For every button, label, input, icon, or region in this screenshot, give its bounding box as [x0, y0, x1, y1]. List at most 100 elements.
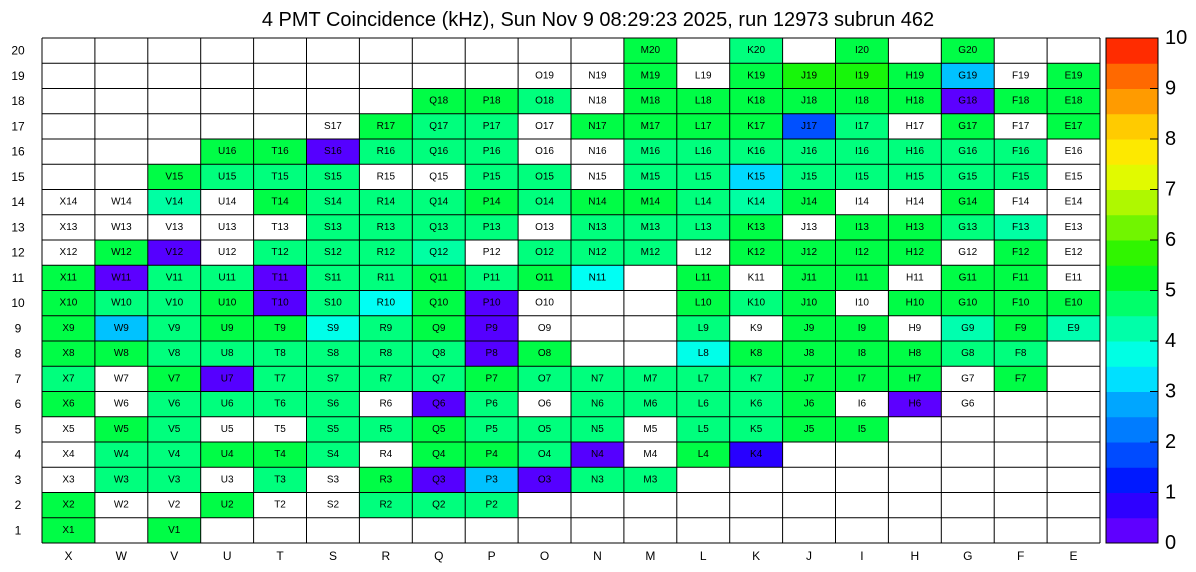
cell-label-F10: F10	[1012, 298, 1030, 309]
heatmap-cell-R11	[359, 265, 413, 291]
heatmap-cell-L18	[676, 88, 730, 114]
heatmap-cell-U6	[200, 391, 254, 417]
cell-label-J5: J5	[804, 424, 815, 435]
heatmap-cell-J17	[782, 113, 836, 139]
y-tick-label-15: 15	[11, 170, 25, 184]
x-tick-label-H: H	[911, 549, 920, 563]
cell-label-H7: H7	[908, 373, 921, 384]
cell-label-L4: L4	[698, 449, 710, 460]
cell-label-X2: X2	[62, 500, 75, 511]
heatmap-cell-X13	[42, 214, 95, 240]
heatmap-cell-I5	[835, 416, 889, 442]
heatmap-cell-O15	[518, 164, 571, 190]
cell-label-M17: M17	[641, 121, 661, 132]
cell-label-G7: G7	[961, 373, 975, 384]
cell-label-L10: L10	[695, 298, 712, 309]
heatmap-cell-G15	[941, 164, 995, 190]
cell-label-V11: V11	[166, 272, 183, 283]
heatmap-cell-O16	[518, 139, 571, 165]
cell-label-T7: T7	[274, 373, 286, 384]
heatmap-cell-S10	[306, 290, 360, 316]
heatmap-cell-Q12	[412, 240, 466, 266]
cell-label-M6: M6	[643, 399, 657, 410]
colorbar-segment	[1106, 341, 1158, 367]
heatmap-cell-K10	[729, 290, 783, 316]
colorbar-segment	[1106, 88, 1158, 115]
cell-label-I7: I7	[858, 373, 867, 384]
heatmap-cell-N15	[571, 164, 624, 190]
y-tick-label-7: 7	[15, 372, 22, 386]
heatmap-cell-M6	[623, 391, 677, 417]
heatmap-cell-K8	[729, 341, 783, 367]
heatmap-cell-X6	[42, 391, 95, 417]
cell-label-S3: S3	[327, 474, 340, 485]
heatmap-cell-G11	[941, 265, 995, 291]
cell-label-J19: J19	[801, 70, 818, 81]
heatmap-cell-Q15	[412, 164, 466, 190]
cell-label-L18: L18	[695, 96, 712, 107]
cell-label-V7: V7	[168, 373, 181, 384]
cell-label-G13: G13	[958, 222, 977, 233]
heatmap-cell-Q3	[412, 467, 466, 493]
cell-label-G18: G18	[958, 96, 977, 107]
heatmap-cell-H15	[888, 164, 942, 190]
heatmap-cell-H11	[888, 265, 942, 291]
y-tick-label-1: 1	[15, 523, 22, 537]
heatmap-cell-R14	[359, 189, 413, 215]
x-tick-label-F: F	[1017, 549, 1024, 563]
heatmap-cell-P17	[465, 113, 519, 139]
colorbar-segment	[1106, 442, 1158, 468]
heatmap-cell-O18	[518, 88, 571, 114]
heatmap-cell-V4	[147, 442, 201, 468]
y-tick-label-12: 12	[11, 246, 25, 260]
heatmap-cell-J6	[782, 391, 836, 417]
cell-label-R3: R3	[379, 474, 392, 485]
heatmap-cell-S15	[306, 164, 360, 190]
cell-label-K10: K10	[747, 298, 765, 309]
heatmap-cell-J7	[782, 366, 836, 392]
heatmap-cell-T10	[253, 290, 307, 316]
cell-label-U16: U16	[218, 146, 237, 157]
heatmap-cell-Q14	[412, 189, 466, 215]
heatmap-cell-X7	[42, 366, 95, 392]
heatmap-cell-X4	[42, 442, 95, 468]
cell-label-P17: P17	[483, 121, 501, 132]
cell-label-Q3: Q3	[432, 474, 446, 485]
cell-label-L7: L7	[698, 373, 710, 384]
heatmap-cell-S16	[306, 139, 360, 165]
heatmap-cell-T12	[253, 240, 307, 266]
heatmap-cell-N12	[571, 240, 624, 266]
cell-label-W9: W9	[114, 323, 129, 334]
cell-label-N6: N6	[591, 399, 604, 410]
cell-label-M5: M5	[643, 424, 657, 435]
heatmap-cell-O13	[518, 214, 571, 240]
cell-label-U15: U15	[218, 171, 237, 182]
cell-label-X8: X8	[62, 348, 75, 359]
cell-label-V2: V2	[168, 500, 181, 511]
cell-label-E11: E11	[1065, 272, 1082, 283]
cell-label-Q15: Q15	[429, 171, 448, 182]
cell-label-T8: T8	[274, 348, 286, 359]
cell-label-P2: P2	[486, 500, 499, 511]
heatmap-cell-K19	[729, 63, 783, 89]
x-tick-label-T: T	[276, 549, 284, 563]
cell-label-R15: R15	[377, 171, 396, 182]
cell-label-Q11: Q11	[430, 272, 449, 283]
cell-label-J11: J11	[801, 272, 817, 283]
heatmap-cell-G20	[941, 38, 995, 64]
y-tick-label-4: 4	[15, 448, 22, 462]
cell-label-T11: T11	[272, 272, 289, 283]
cell-label-V3: V3	[168, 474, 181, 485]
cell-label-O13: O13	[535, 222, 554, 233]
cell-label-J13: J13	[801, 222, 818, 233]
cell-label-H9: H9	[908, 323, 921, 334]
heatmap-cell-J9	[782, 315, 836, 341]
cell-label-P9: P9	[486, 323, 499, 334]
cell-label-E13: E13	[1065, 222, 1083, 233]
heatmap-cell-S3	[306, 467, 360, 493]
cell-label-E12: E12	[1065, 247, 1083, 258]
cell-label-J16: J16	[801, 146, 818, 157]
heatmap-cell-R3	[359, 467, 413, 493]
cell-label-O9: O9	[538, 323, 552, 334]
cell-label-H11: H11	[906, 272, 924, 283]
